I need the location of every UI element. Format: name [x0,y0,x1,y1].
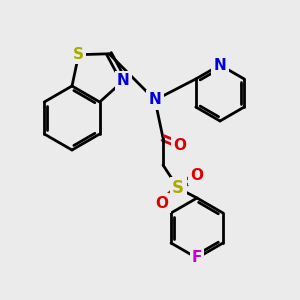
Text: N: N [117,73,130,88]
Text: S: S [172,179,184,197]
Text: O: O [155,196,169,211]
Text: O: O [173,137,187,152]
Text: S: S [73,47,84,62]
Text: O: O [190,167,203,182]
Text: N: N [148,92,161,107]
Text: F: F [192,250,202,266]
Text: N: N [214,58,226,73]
